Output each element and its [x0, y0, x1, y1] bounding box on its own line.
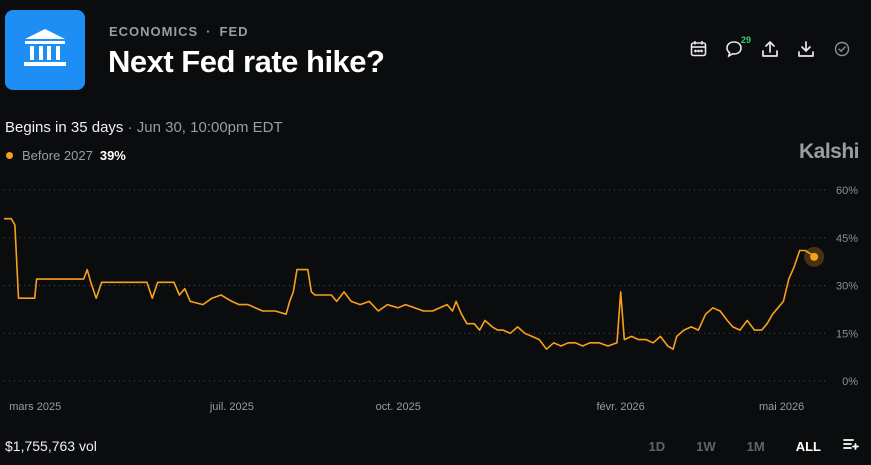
breadcrumb: ECONOMICS · FED: [109, 24, 249, 39]
x-tick-label: juil. 2025: [209, 401, 254, 413]
range-selector: 1D 1W 1M ALL: [618, 437, 859, 455]
comments-button[interactable]: 29: [723, 35, 751, 63]
range-1w[interactable]: 1W: [696, 438, 716, 454]
page-title: Next Fed rate hike?: [108, 44, 385, 79]
x-tick-label: mai 2026: [759, 401, 804, 413]
x-tick-label: mars 2025: [9, 401, 61, 413]
list-add-icon: [843, 437, 859, 455]
x-tick-label: oct. 2025: [376, 401, 421, 413]
action-toolbar: 29: [687, 35, 853, 63]
legend-label: Before 2027: [22, 148, 93, 163]
market-logo: [5, 10, 85, 90]
share-button[interactable]: [759, 40, 781, 62]
calendar-icon: [690, 40, 707, 62]
watch-button[interactable]: [831, 40, 853, 62]
chart-settings-button[interactable]: [843, 437, 859, 455]
y-tick-label: 45%: [836, 233, 858, 245]
x-tick-label: févr. 2026: [596, 401, 644, 413]
subcategory-link[interactable]: FED: [219, 24, 249, 39]
comment-icon: [725, 40, 743, 63]
volume-label: $1,755,763 vol: [5, 438, 97, 454]
range-1m[interactable]: 1M: [746, 438, 765, 454]
price-chart[interactable]: 60% 45% 30% 15% 0% mars 2025 juil. 2025 oct. 20…: [0, 170, 871, 420]
y-tick-label: 15%: [836, 328, 858, 340]
series-line: [4, 217, 815, 350]
download-button[interactable]: [795, 40, 817, 62]
market-status: Begins in 35 days · Jun 30, 10:00pm EDT: [5, 119, 283, 136]
y-tick-label: 0%: [842, 376, 858, 388]
check-circle-icon: [834, 41, 850, 62]
legend-marker: [6, 152, 13, 159]
download-icon: [797, 40, 815, 63]
share-icon: [761, 40, 779, 63]
bank-building-icon: [21, 27, 69, 74]
current-point-marker: [810, 252, 819, 261]
range-all[interactable]: ALL: [795, 438, 821, 454]
begins-text: Begins in 35 days: [5, 119, 124, 136]
legend-value: 39%: [99, 148, 126, 163]
comment-count-badge: 29: [740, 35, 751, 45]
y-tick-label: 60%: [836, 185, 858, 197]
breadcrumb-separator: ·: [206, 24, 212, 39]
brand-watermark: Kalshi: [798, 140, 860, 163]
calendar-button[interactable]: [687, 40, 709, 62]
event-date: · Jun 30, 10:00pm EDT: [127, 119, 283, 136]
chart-legend: Before 2027 39%: [6, 148, 126, 163]
category-link[interactable]: ECONOMICS: [109, 24, 199, 39]
y-tick-label: 30%: [836, 281, 858, 293]
range-1d[interactable]: 1D: [648, 438, 666, 454]
